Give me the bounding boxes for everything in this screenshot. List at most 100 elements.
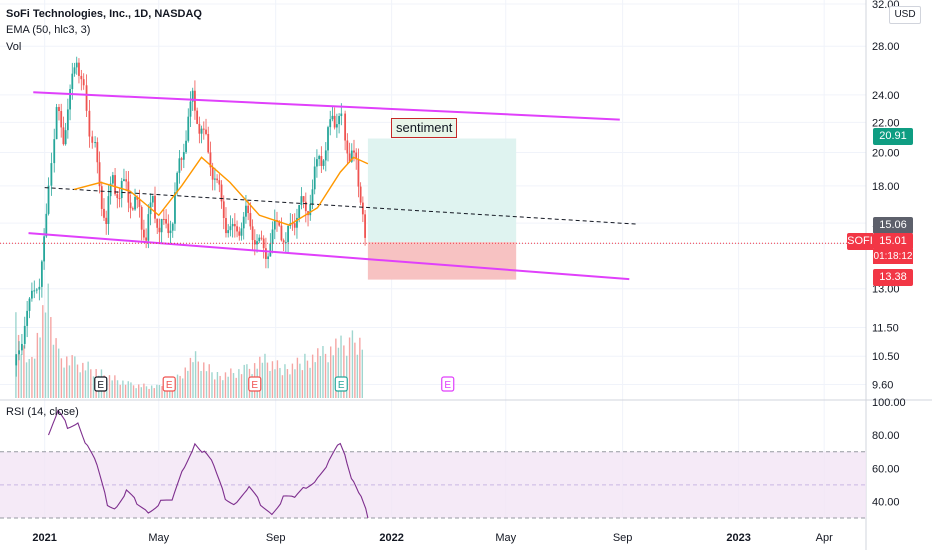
legend-rsi[interactable]: RSI (14, close) xyxy=(6,406,79,418)
volume-bar xyxy=(211,372,213,398)
candle-body xyxy=(242,216,245,229)
candle-body xyxy=(361,202,364,215)
volume-bar xyxy=(66,356,68,398)
price-axis[interactable]: 32.0028.0024.0022.0020.0018.0016.0015.00… xyxy=(872,0,900,392)
legend-vol[interactable]: Vol xyxy=(6,41,22,53)
time-axis[interactable]: 2021 May Sep 2022 May Sep 2023 Apr xyxy=(32,532,833,544)
rsi-tick-label: 80.00 xyxy=(872,430,900,442)
candle-body xyxy=(80,75,83,80)
volume-bar xyxy=(284,364,286,398)
candle-body xyxy=(58,107,60,112)
candle-body xyxy=(207,133,210,153)
candle-body xyxy=(187,116,190,141)
rsi-tick-label: 40.00 xyxy=(872,496,900,508)
candle-body xyxy=(313,166,316,190)
candle-body xyxy=(216,178,219,181)
rsi-axis[interactable]: 100.00 80.00 60.00 40.00 xyxy=(872,397,906,508)
volume-bar xyxy=(114,375,116,398)
candle-body xyxy=(249,213,252,227)
candle-body xyxy=(118,198,121,200)
volume-bar xyxy=(68,365,71,398)
candle-body xyxy=(156,218,159,228)
ema-polyline xyxy=(73,156,369,226)
volume-bar xyxy=(261,362,264,398)
candle-body xyxy=(236,226,238,232)
candle-body xyxy=(205,129,207,134)
candle-body xyxy=(145,237,148,241)
candle-body xyxy=(265,248,267,260)
volume-bar xyxy=(296,357,299,398)
volume-bar xyxy=(17,334,20,398)
candle-body xyxy=(196,110,199,124)
volume-bar xyxy=(71,355,73,398)
volume-bar xyxy=(127,381,129,398)
volume-bar xyxy=(44,312,47,398)
volume-bar xyxy=(301,370,304,398)
volume-bar xyxy=(294,369,296,398)
volume-bar xyxy=(25,362,28,398)
candle-body xyxy=(147,214,150,241)
volume-bar xyxy=(47,283,49,398)
volume-bar xyxy=(42,305,44,398)
earnings-badge xyxy=(94,376,108,392)
volume-bar xyxy=(36,332,39,398)
candle-body xyxy=(85,85,88,111)
earnings-label: E xyxy=(166,380,173,391)
volume-bar xyxy=(119,384,121,398)
earnings-badge xyxy=(334,376,348,392)
volume-bar xyxy=(304,353,306,398)
candle-body xyxy=(273,220,276,230)
candle-body xyxy=(116,194,119,199)
candle-body xyxy=(245,205,247,217)
candle-body xyxy=(158,227,161,233)
symbol-tag: SOFI xyxy=(847,233,873,250)
candle-body xyxy=(304,201,307,212)
volume-bar xyxy=(161,386,163,398)
candle-body xyxy=(167,223,170,234)
candle-body xyxy=(287,225,289,243)
candle-body xyxy=(198,123,201,134)
rsi-tick-label: 100.00 xyxy=(872,397,906,409)
candle-body xyxy=(359,186,362,203)
candle-body xyxy=(182,152,185,160)
volume-bar xyxy=(243,364,245,398)
candle-body xyxy=(185,140,187,153)
volume-bar xyxy=(299,363,301,398)
candle-body xyxy=(309,204,312,216)
candle-body xyxy=(333,115,336,128)
rsi-tick-label: 60.00 xyxy=(872,463,900,475)
candle-body xyxy=(191,90,194,102)
volume-bar xyxy=(219,375,221,398)
entry-price-tag: 15.06 xyxy=(873,217,913,234)
candle-body xyxy=(222,201,225,219)
candle-body xyxy=(140,206,143,230)
candle-body xyxy=(123,179,125,182)
candle-body xyxy=(357,159,360,187)
candle-body xyxy=(338,116,340,125)
legend-ema[interactable]: EMA (50, hlc3, 3) xyxy=(6,24,91,36)
volume-bar xyxy=(205,371,208,398)
volume-bar xyxy=(340,335,342,398)
candle-body xyxy=(151,195,154,203)
volume-bar xyxy=(122,380,124,398)
volume-bar xyxy=(23,345,25,398)
candle-body xyxy=(53,139,56,164)
candle-body xyxy=(40,261,43,287)
sentiment-annotation[interactable]: sentiment xyxy=(391,118,458,138)
candle-body xyxy=(284,242,287,244)
candle-body xyxy=(73,67,76,74)
candle-body xyxy=(91,136,94,143)
volume-bar xyxy=(28,359,30,398)
volume-bar xyxy=(351,330,354,398)
candle-body xyxy=(298,205,301,218)
currency-button[interactable]: USD xyxy=(889,6,921,24)
trend-channel[interactable] xyxy=(28,91,636,281)
candle-body xyxy=(60,111,63,128)
time-tick-label: Apr xyxy=(816,532,833,544)
price-tick-label: 11.50 xyxy=(872,322,899,334)
volume-bar xyxy=(20,354,22,398)
candle-body xyxy=(23,325,26,344)
volume-bar xyxy=(197,361,200,398)
